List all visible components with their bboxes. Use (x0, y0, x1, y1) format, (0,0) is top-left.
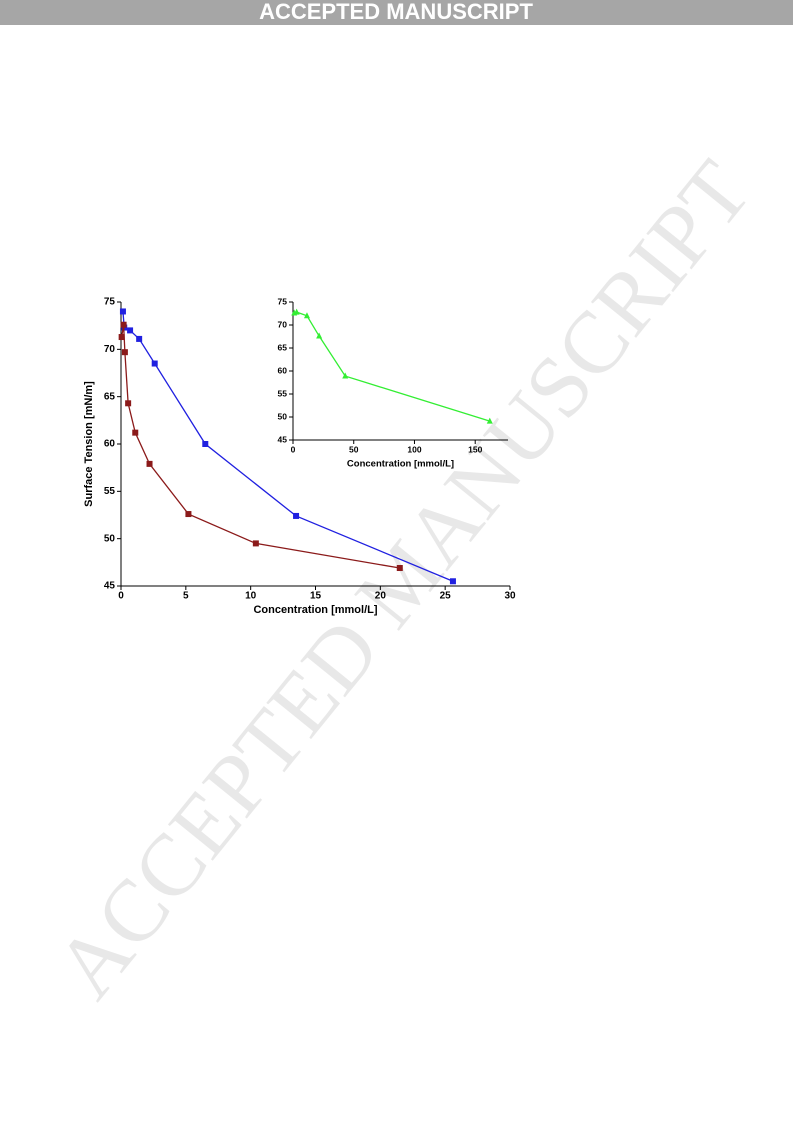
marker (185, 511, 192, 518)
y-tick-label: 55 (278, 388, 288, 398)
marker (136, 335, 143, 342)
y-tick-label: 50 (278, 411, 288, 421)
x-tick-label: 0 (118, 591, 124, 602)
x-axis-label: Concentration [mmol/L] (347, 459, 454, 470)
marker (486, 417, 493, 424)
x-axis-label: Concentration [mmol/L] (253, 604, 377, 616)
y-tick-label: 70 (104, 344, 116, 355)
marker (146, 460, 153, 467)
y-tick-label: 75 (278, 296, 288, 306)
marker (303, 312, 310, 319)
marker (252, 540, 259, 547)
x-tick-label: 50 (349, 444, 359, 454)
marker (132, 429, 139, 436)
y-tick-label: 60 (104, 439, 116, 450)
marker (119, 308, 126, 315)
marker (449, 578, 456, 585)
y-tick-label: 45 (104, 581, 116, 592)
x-tick-label: 20 (375, 591, 387, 602)
y-tick-label: 65 (104, 391, 116, 402)
x-tick-label: 25 (440, 591, 452, 602)
series-line (293, 311, 490, 422)
marker (127, 327, 134, 334)
x-tick-label: 10 (245, 591, 257, 602)
marker (202, 441, 209, 447)
y-tick-label: 70 (278, 319, 288, 329)
marker (293, 308, 300, 315)
y-tick-label: 65 (278, 342, 288, 352)
watermark: ACCEPTED MANUSCRIPT (37, 144, 769, 1016)
x-tick-label: 5 (183, 591, 189, 602)
charts: 0 5 10 15 20 25 30 45 50 55 60 65 70 75 Concentration … (83, 296, 516, 616)
y-tick-label: 50 (104, 533, 116, 544)
marker (396, 565, 403, 572)
x-tick-label: 0 (291, 444, 296, 454)
x-tick-label: 100 (407, 444, 421, 454)
header-bar (0, 0, 793, 25)
marker (125, 400, 132, 407)
marker (342, 372, 349, 379)
marker (316, 332, 323, 339)
y-tick-label: 45 (278, 434, 288, 444)
y-axis-label: Surface Tension [mN/m] (83, 381, 95, 507)
x-tick-label: 30 (504, 591, 516, 602)
x-tick-label: 150 (468, 444, 482, 454)
marker (151, 360, 158, 367)
marker (293, 512, 300, 519)
marker (121, 349, 128, 356)
x-tick-label: 15 (310, 591, 322, 602)
marker (118, 334, 125, 341)
header-title: ACCEPTED MANUSCRIPT (259, 0, 533, 24)
y-tick-label: 75 (104, 297, 116, 308)
y-tick-label: 60 (278, 365, 288, 375)
marker (120, 321, 127, 328)
y-tick-label: 55 (104, 486, 116, 497)
